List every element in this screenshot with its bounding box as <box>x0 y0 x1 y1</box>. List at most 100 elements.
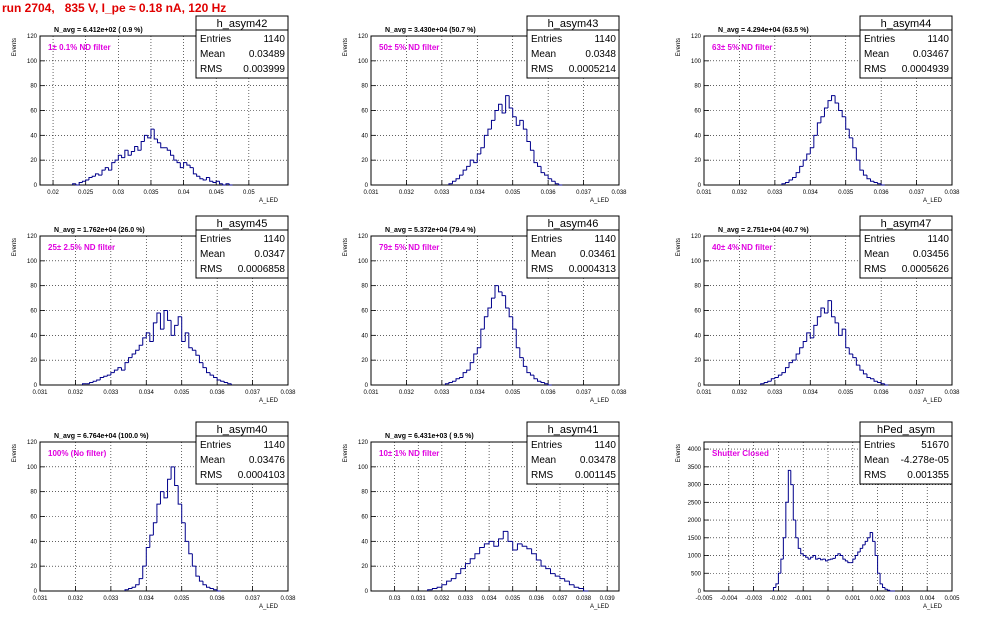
histogram-bin <box>111 162 116 171</box>
histogram-bin <box>852 353 857 359</box>
histogram-bin <box>179 162 184 169</box>
histogram-name: h_asym40 <box>217 424 268 436</box>
y-tick-label: 60 <box>694 309 701 315</box>
histogram-bin <box>827 300 832 313</box>
histogram-bin <box>838 103 843 111</box>
histogram-bin <box>488 540 494 544</box>
stats-box <box>526 15 620 79</box>
y-tick-label: 100 <box>358 465 369 471</box>
histogram-bin <box>889 590 893 592</box>
histogram-bin <box>854 555 858 560</box>
histogram-bin <box>186 162 191 166</box>
x-tick-label: 0.035 <box>174 596 190 602</box>
histogram-bin <box>209 372 214 376</box>
histogram-bin <box>870 377 875 380</box>
histogram-bin <box>96 379 101 382</box>
filter-annotation: 79± 5% ND filter <box>379 243 439 252</box>
histogram-bin <box>448 382 453 384</box>
histogram-bin <box>519 119 524 126</box>
histogram-bin <box>841 110 846 118</box>
histogram-bin <box>831 95 836 101</box>
histogram-bin <box>795 172 800 178</box>
histogram-bin <box>767 380 772 383</box>
y-tick-label: 120 <box>358 440 369 446</box>
histogram-bin <box>825 559 828 562</box>
histogram-bin <box>884 587 888 590</box>
histogram-bin <box>873 181 878 184</box>
stats-box <box>195 215 289 279</box>
histogram-bin <box>516 543 523 551</box>
histogram-bin <box>533 150 538 164</box>
stats-value: -4.278e-05 <box>901 455 950 466</box>
stats-box <box>859 215 953 279</box>
x-tick-label: 0.036 <box>210 390 226 396</box>
histogram-bin <box>466 165 471 171</box>
stats-label: RMS <box>531 264 554 275</box>
histogram-bin <box>802 553 806 557</box>
histogram-bin <box>167 310 172 321</box>
navg-label: N_avg = 1.762e+04 (26.0 %) <box>54 227 145 234</box>
histogram-bin <box>174 466 179 486</box>
histogram-bin <box>862 370 867 375</box>
y-tick-label: 20 <box>30 358 37 364</box>
x-axis-label: A_LED <box>259 198 279 204</box>
filter-annotation: 50± 5% ND filter <box>379 43 439 52</box>
histogram-bin <box>845 329 850 349</box>
filter-annotation: 100% (No filter) <box>48 449 107 458</box>
histogram-bin <box>455 573 461 579</box>
stats-value: 51670 <box>921 440 949 451</box>
x-tick-label: 0.032 <box>399 190 415 196</box>
x-tick-label: 0.035 <box>838 390 854 396</box>
navg-label: N_avg = 5.372e+04 (79.4 %) <box>385 227 476 234</box>
histogram-bin <box>128 357 133 363</box>
histogram-bin <box>521 543 527 547</box>
histogram-bin <box>167 478 172 498</box>
y-tick-label: 20 <box>361 358 368 364</box>
histogram-bin <box>191 553 196 567</box>
stats-value: 0.03456 <box>913 249 950 260</box>
histogram-bin <box>544 382 549 385</box>
stats-label: Entries <box>531 234 562 245</box>
histogram-bin <box>544 172 549 176</box>
stats-box <box>859 421 953 485</box>
histogram-bin <box>805 555 809 558</box>
histogram-bin <box>841 328 846 336</box>
histogram-bin <box>205 177 210 181</box>
stats-label: Entries <box>864 34 895 45</box>
histogram-bin <box>78 182 83 185</box>
histogram-bin <box>92 380 97 383</box>
histogram-bin <box>870 178 875 182</box>
histogram-bin <box>815 555 819 560</box>
histogram-bin <box>887 589 890 591</box>
histogram-bin <box>501 104 506 114</box>
stats-label: Entries <box>864 234 895 245</box>
x-tick-label: 0.034 <box>803 190 819 196</box>
x-tick-label: 0.031 <box>696 390 712 396</box>
y-tick-label: 40 <box>694 333 701 339</box>
histogram-bin <box>218 181 223 185</box>
navg-label: N_avg = 6.764e+04 (100.0 %) <box>54 433 149 440</box>
histogram-bin <box>209 587 214 590</box>
x-tick-label: 0 <box>826 596 830 602</box>
histogram-bin <box>455 178 460 182</box>
filter-annotation: Shutter Closed <box>712 449 769 458</box>
histogram-bin <box>848 129 853 139</box>
stats-label: RMS <box>864 470 887 481</box>
y-tick-label: 2500 <box>688 500 702 506</box>
histogram-bin <box>108 167 112 171</box>
histogram-bin <box>163 310 168 330</box>
histogram-bin <box>782 537 786 560</box>
stats-label: Entries <box>531 34 562 45</box>
histogram-bin <box>215 180 220 183</box>
histogram-bin <box>209 177 213 182</box>
y-tick-label: 1000 <box>688 554 702 560</box>
histogram-bin <box>559 576 565 580</box>
histogram-bin <box>777 572 781 584</box>
y-tick-label: 60 <box>361 309 368 315</box>
histogram-bin <box>540 381 545 384</box>
histogram-bin <box>444 383 449 385</box>
x-tick-label: -0.002 <box>770 596 788 602</box>
histogram-bin <box>507 531 513 542</box>
stats-label: RMS <box>864 64 887 75</box>
histogram-bin <box>459 174 464 179</box>
